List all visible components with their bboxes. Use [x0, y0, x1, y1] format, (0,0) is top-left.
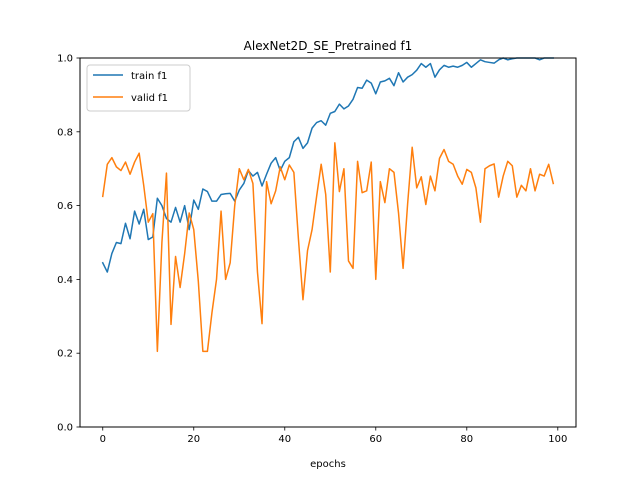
- series-line-valid-f1: [101, 142, 555, 353]
- series-layer: [101, 57, 555, 353]
- y-tick-label: 0.4: [57, 275, 73, 286]
- x-tick-label: 40: [278, 434, 291, 445]
- x-tick-label: 100: [548, 434, 567, 445]
- chart-title: AlexNet2D_SE_Pretrained f1: [244, 39, 413, 53]
- x-axis-title: epochs: [310, 459, 346, 470]
- y-tick-label: 0.2: [57, 349, 73, 360]
- legend: train f1 valid f1: [86, 64, 191, 112]
- axes-frame: [79, 57, 577, 428]
- x-tick-label: 20: [187, 434, 200, 445]
- plot-area: [79, 57, 577, 428]
- y-tick-label: 0.8: [57, 127, 73, 138]
- x-tick-label: 0: [100, 434, 106, 445]
- y-axis: 0.0 0.2 0.4 0.6 0.8 1.0: [57, 54, 80, 434]
- x-tick-label: 60: [369, 434, 382, 445]
- legend-box: [86, 64, 191, 112]
- y-tick-label: 0.6: [57, 201, 73, 212]
- legend-label-train-f1: train f1: [131, 71, 167, 82]
- y-tick-label: 0.0: [57, 423, 73, 434]
- legend-label-valid-f1: valid f1: [131, 93, 168, 104]
- y-tick-label: 1.0: [57, 54, 73, 65]
- x-tick-label: 80: [460, 434, 473, 445]
- x-axis: 0 20 40 60 80 100: [100, 427, 567, 445]
- series-line-train-f1: [101, 57, 554, 273]
